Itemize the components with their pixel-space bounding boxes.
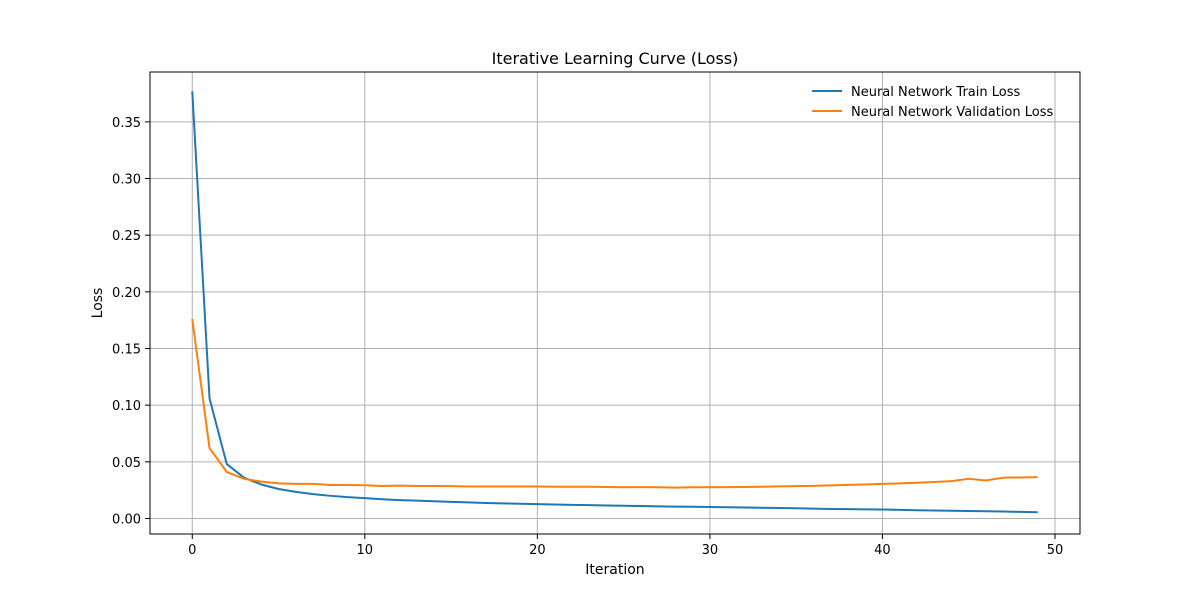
y-tick-label: 0.20	[112, 286, 141, 301]
y-tick-label: 0.05	[112, 456, 141, 471]
y-tick-label: 0.00	[112, 512, 141, 527]
chart-title: Iterative Learning Curve (Loss)	[492, 49, 739, 68]
x-tick-label: 50	[1047, 543, 1064, 558]
x-tick-label: 10	[357, 543, 374, 558]
x-tick-label: 20	[529, 543, 546, 558]
axis-ticks: 0 10 20 30 40 50 0.00 0.05 0.10 0.15 0.20 0.25 0.30 0…	[112, 116, 1063, 558]
y-tick-label: 0.10	[112, 399, 141, 414]
y-axis-label: Loss	[90, 288, 106, 319]
series-lines	[191, 91, 1038, 514]
legend-label-train: Neural Network Train Loss	[851, 85, 1020, 100]
y-tick-label: 0.15	[112, 342, 141, 357]
grid	[150, 72, 1080, 534]
plot-area-frame	[149, 71, 1081, 535]
validation-loss-line	[191, 318, 1038, 489]
legend-label-validation: Neural Network Validation Loss	[851, 105, 1053, 120]
x-tick-label: 40	[874, 543, 891, 558]
x-tick-label: 30	[702, 543, 719, 558]
train-loss-line	[191, 91, 1038, 514]
x-tick-label: 0	[188, 543, 196, 558]
y-tick-label: 0.25	[112, 229, 141, 244]
y-tick-label: 0.30	[112, 173, 141, 188]
y-tick-label: 0.35	[112, 116, 141, 131]
x-axis-label: Iteration	[585, 562, 644, 578]
legend: Neural Network Train Loss Neural Network…	[812, 85, 1053, 120]
